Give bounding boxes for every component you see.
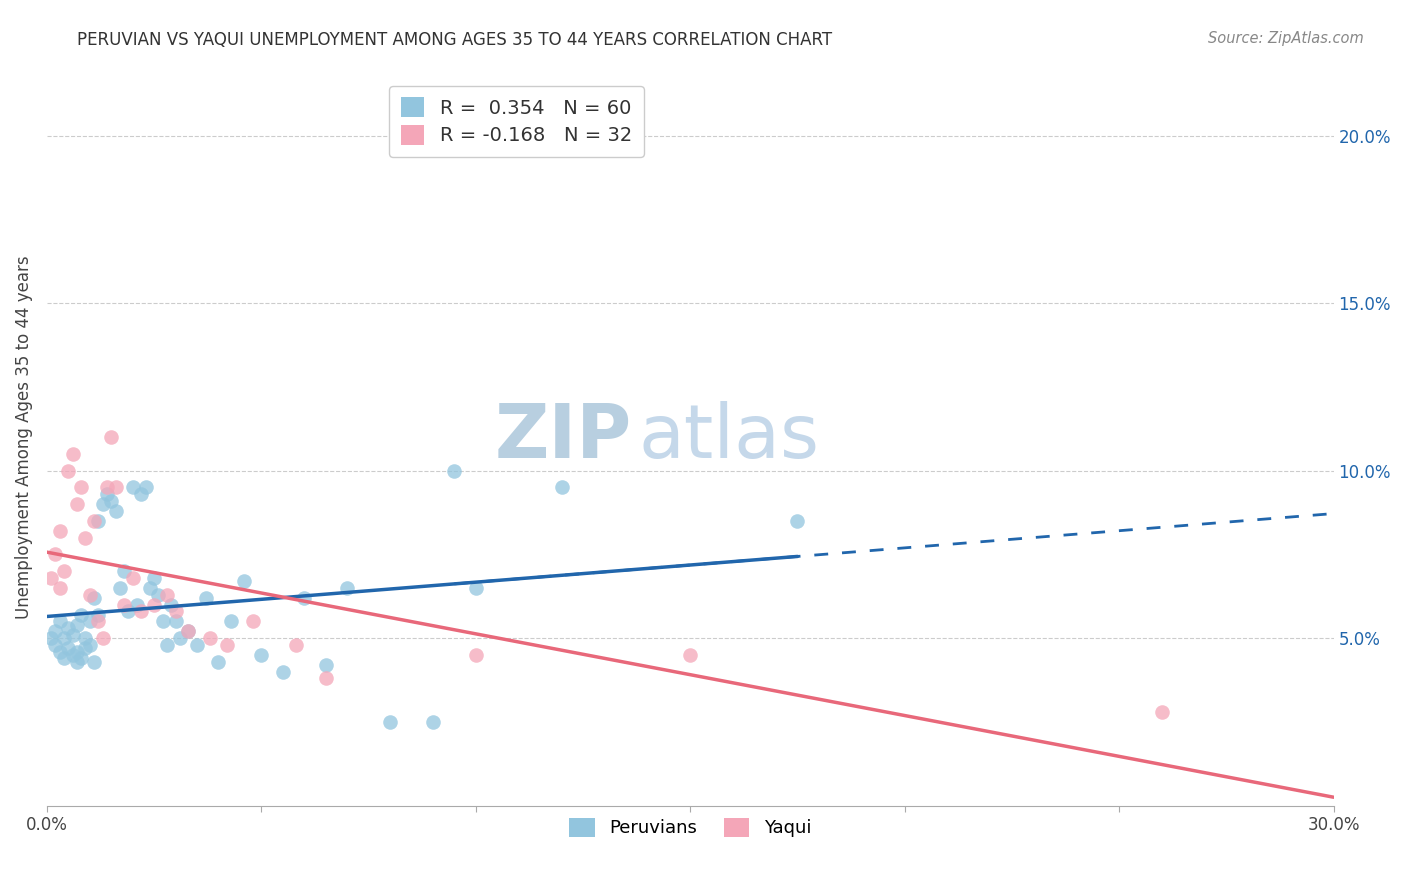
Point <box>148 588 170 602</box>
Point <box>194 591 217 605</box>
Point <box>221 615 243 629</box>
Point <box>284 638 307 652</box>
Point <box>464 581 486 595</box>
Point <box>156 638 179 652</box>
Point <box>66 655 89 669</box>
Point <box>91 631 114 645</box>
Point <box>49 581 72 595</box>
Point <box>58 641 80 656</box>
Point <box>198 631 221 645</box>
Point <box>66 644 89 658</box>
Point <box>96 480 118 494</box>
Point <box>129 487 152 501</box>
Point <box>464 648 486 662</box>
Point <box>108 581 131 595</box>
Point <box>315 672 337 686</box>
Text: ZIP: ZIP <box>495 401 633 474</box>
Point <box>44 548 66 562</box>
Point <box>100 493 122 508</box>
Point <box>143 598 166 612</box>
Point <box>39 571 62 585</box>
Point <box>87 514 110 528</box>
Point <box>125 598 148 612</box>
Point <box>58 621 80 635</box>
Point <box>207 655 229 669</box>
Text: PERUVIAN VS YAQUI UNEMPLOYMENT AMONG AGES 35 TO 44 YEARS CORRELATION CHART: PERUVIAN VS YAQUI UNEMPLOYMENT AMONG AGE… <box>77 31 832 49</box>
Point <box>70 480 93 494</box>
Point <box>129 604 152 618</box>
Point <box>112 564 135 578</box>
Point <box>215 638 238 652</box>
Point <box>70 607 93 622</box>
Point <box>422 714 444 729</box>
Point <box>53 564 76 578</box>
Point <box>336 581 359 595</box>
Point <box>79 588 101 602</box>
Point <box>250 648 273 662</box>
Point <box>135 480 157 494</box>
Point <box>104 480 127 494</box>
Point <box>786 514 808 528</box>
Point <box>75 641 97 656</box>
Point <box>70 651 93 665</box>
Point <box>186 638 208 652</box>
Point <box>75 631 97 645</box>
Point <box>242 615 264 629</box>
Point <box>79 638 101 652</box>
Point <box>177 624 200 639</box>
Point <box>165 615 187 629</box>
Point <box>75 531 97 545</box>
Y-axis label: Unemployment Among Ages 35 to 44 years: Unemployment Among Ages 35 to 44 years <box>15 255 32 619</box>
Point <box>117 604 139 618</box>
Point <box>165 604 187 618</box>
Point <box>679 648 702 662</box>
Point <box>152 615 174 629</box>
Point <box>83 514 105 528</box>
Point <box>49 524 72 538</box>
Point <box>91 497 114 511</box>
Point <box>143 571 166 585</box>
Point <box>139 581 162 595</box>
Point <box>169 631 191 645</box>
Point <box>87 615 110 629</box>
Point <box>53 631 76 645</box>
Point <box>112 598 135 612</box>
Point <box>96 487 118 501</box>
Point <box>49 644 72 658</box>
Point <box>315 657 337 672</box>
Point <box>83 655 105 669</box>
Point <box>156 588 179 602</box>
Point <box>292 591 315 605</box>
Point <box>39 631 62 645</box>
Point <box>58 464 80 478</box>
Point <box>443 464 465 478</box>
Point <box>121 571 143 585</box>
Point <box>100 430 122 444</box>
Point <box>44 624 66 639</box>
Point <box>66 497 89 511</box>
Point <box>62 648 84 662</box>
Point <box>233 574 256 589</box>
Point <box>53 651 76 665</box>
Point <box>550 480 572 494</box>
Point <box>49 615 72 629</box>
Point <box>177 624 200 639</box>
Legend: Peruvians, Yaqui: Peruvians, Yaqui <box>562 811 818 845</box>
Text: Source: ZipAtlas.com: Source: ZipAtlas.com <box>1208 31 1364 46</box>
Point <box>160 598 183 612</box>
Point <box>271 665 294 679</box>
Point <box>44 638 66 652</box>
Point <box>87 607 110 622</box>
Point <box>121 480 143 494</box>
Text: atlas: atlas <box>638 401 820 474</box>
Point <box>104 504 127 518</box>
Point <box>1152 705 1174 719</box>
Point <box>79 615 101 629</box>
Point <box>66 617 89 632</box>
Point <box>62 628 84 642</box>
Point <box>62 447 84 461</box>
Point <box>378 714 401 729</box>
Point <box>83 591 105 605</box>
